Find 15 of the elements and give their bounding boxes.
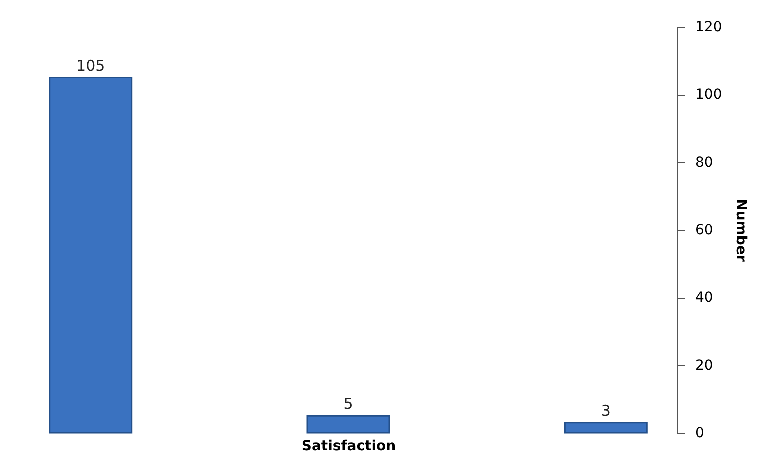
data-label: 5 xyxy=(344,395,354,414)
y-axis-title: Number xyxy=(733,199,750,262)
bar xyxy=(564,422,648,434)
y-tick-label: 120 xyxy=(696,20,722,36)
y-tick-label: 40 xyxy=(696,290,714,306)
data-label: 3 xyxy=(601,402,611,420)
data-label: 105 xyxy=(76,56,106,75)
bar xyxy=(306,415,390,434)
y-tick-label: 60 xyxy=(696,222,714,238)
y-tick-label: 80 xyxy=(696,154,714,171)
y-tick-label: 20 xyxy=(696,358,714,374)
x-axis-title: Satisfaction xyxy=(302,438,396,454)
bar xyxy=(49,77,133,434)
y-tick-label: 0 xyxy=(696,426,704,442)
y-tick-label: 100 xyxy=(696,87,722,104)
